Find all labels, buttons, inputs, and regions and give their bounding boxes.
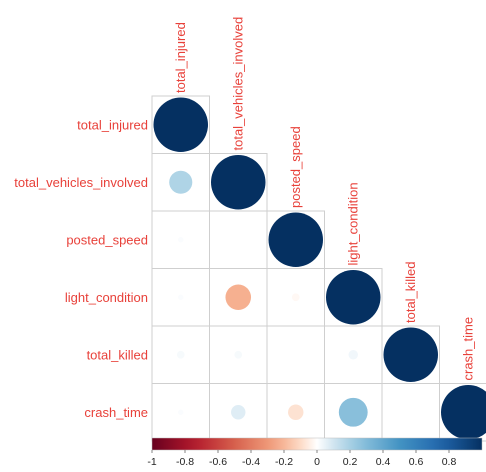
correlation-circle — [288, 404, 304, 420]
colorbar-tick-label: -0.4 — [242, 456, 260, 468]
column-label: total_vehicles_involved — [230, 17, 245, 151]
colorbar-tick-label: -0.6 — [209, 456, 227, 468]
correlation-circle — [234, 350, 243, 359]
correlation-circle — [178, 409, 184, 415]
colorbar: -1 -0.8 -0.6 -0.4 -0.2 0 0.2 0.4 0.6 0.8 — [147, 437, 483, 468]
column-label: total_killed — [403, 262, 418, 323]
correlation-circle — [268, 212, 323, 267]
correlation-circle — [326, 270, 381, 325]
colorbar-tick-label: 0.2 — [343, 456, 358, 468]
correlation-circle — [348, 350, 358, 360]
correlation-circle — [169, 170, 193, 194]
correlation-circle — [178, 237, 184, 243]
colorbar-tick-label: -0.8 — [176, 456, 194, 468]
correlation-circle — [225, 284, 252, 311]
row-label: total_killed — [87, 347, 148, 362]
column-label: crash_time — [460, 317, 475, 381]
correlation-circle — [295, 354, 297, 356]
correlation-circle — [383, 327, 438, 382]
correlation-circle — [338, 397, 368, 427]
colorbar-tick-label: 0.4 — [376, 456, 391, 468]
column-label: light_condition — [345, 182, 360, 265]
correlation-circle — [231, 405, 246, 420]
correlation-circle — [176, 350, 185, 359]
colorbar-strip — [151, 437, 483, 451]
correlation-circle — [237, 239, 239, 241]
colorbar-tick-label: 0.6 — [409, 456, 424, 468]
correlation-circle — [410, 411, 412, 413]
correlation-circle — [153, 97, 208, 152]
colorbar-tick-label: -1 — [147, 456, 156, 468]
colorbar-tick-label: -0.2 — [275, 456, 293, 468]
colorbar-tick-label: 0 — [314, 456, 320, 468]
row-label: total_vehicles_involved — [14, 175, 148, 190]
correlation-circle — [211, 155, 266, 210]
row-label: light_condition — [65, 290, 148, 305]
variable-labels: total_injured total_injured total_vehicles… — [14, 17, 475, 420]
row-label: posted_speed — [66, 232, 148, 247]
grid — [151, 95, 486, 442]
column-label: posted_speed — [288, 126, 303, 208]
correlation-marks — [153, 97, 486, 440]
colorbar-tick-label: 0.8 — [442, 456, 457, 468]
row-label: total_injured — [77, 117, 148, 132]
correlation-circle — [178, 294, 184, 300]
correlation-circle — [441, 385, 486, 440]
correlation-circle — [291, 293, 300, 302]
row-label: crash_time — [84, 405, 148, 420]
column-label: total_injured — [173, 22, 188, 93]
